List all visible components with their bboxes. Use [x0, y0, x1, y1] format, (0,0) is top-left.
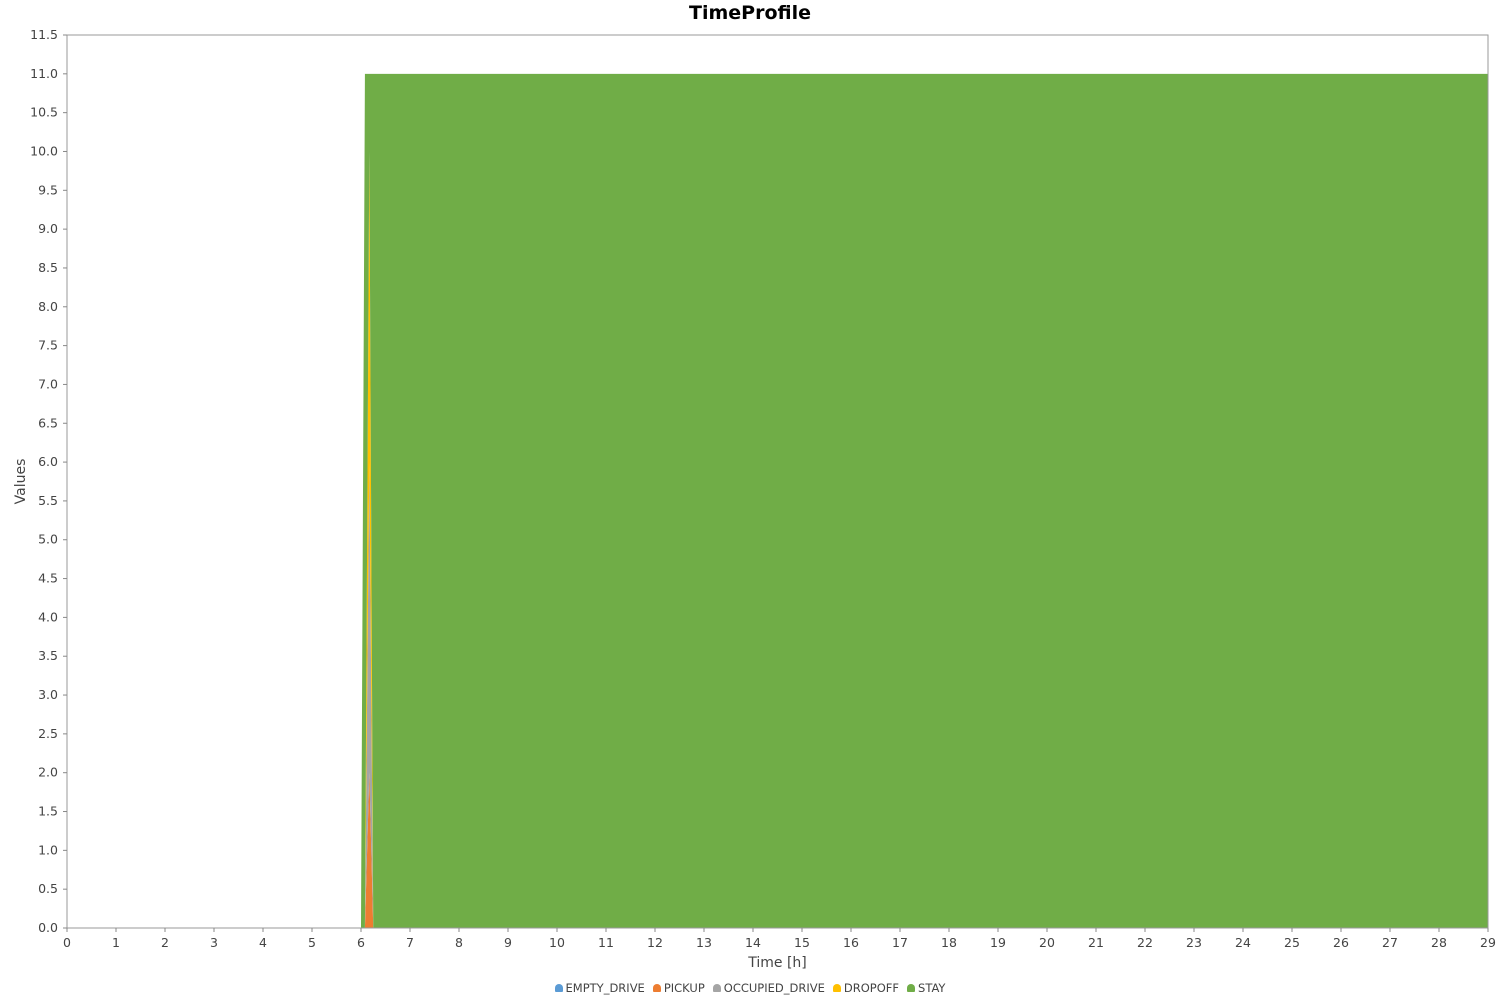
x-tick-label: 22	[1137, 935, 1153, 950]
x-tick-label: 14	[745, 935, 761, 950]
y-tick-label: 6.5	[38, 415, 58, 430]
y-tick-label: 0.5	[38, 881, 58, 896]
x-tick-label: 28	[1431, 935, 1447, 950]
legend: EMPTY_DRIVE PICKUP OCCUPIED_DRIVE DROPOFF ST…	[0, 981, 1500, 995]
x-tick-label: 18	[941, 935, 957, 950]
legend-label: EMPTY_DRIVE	[565, 981, 645, 995]
y-tick-label: 9.0	[38, 221, 58, 236]
y-tick-label: 11.5	[30, 27, 58, 42]
y-tick-label: 10.5	[30, 105, 58, 120]
y-tick-label: 11.0	[30, 66, 58, 81]
y-tick-label: 5.0	[38, 532, 58, 547]
x-tick-label: 5	[308, 935, 316, 950]
x-tick-label: 12	[647, 935, 663, 950]
y-tick-label: 1.0	[38, 842, 58, 857]
legend-label: PICKUP	[663, 981, 705, 995]
x-axis-label: Time [h]	[747, 955, 807, 971]
x-tick-label: 1	[112, 935, 120, 950]
area-series-stay	[67, 73, 1488, 928]
x-tick-label: 16	[843, 935, 859, 950]
legend-item: DROPOFF	[832, 981, 900, 995]
legend-item: EMPTY_DRIVE	[554, 981, 645, 995]
legend-item: OCCUPIED_DRIVE	[712, 981, 825, 995]
x-tick-label: 8	[455, 935, 463, 950]
x-tick-label: 27	[1382, 935, 1398, 950]
y-tick-label: 0.0	[38, 920, 58, 935]
legend-swatch	[554, 984, 563, 992]
x-tick-label: 13	[696, 935, 712, 950]
y-tick-label: 8.0	[38, 299, 58, 314]
plot-border	[66, 34, 1489, 929]
x-tick-label: 11	[598, 935, 614, 950]
legend-label: STAY	[918, 981, 946, 995]
y-axis-label: Values	[13, 459, 29, 505]
y-tick-label: 10.0	[30, 143, 58, 158]
y-tick-label: 5.5	[38, 493, 58, 508]
x-tick-label: 9	[504, 935, 512, 950]
x-tick-label: 10	[549, 935, 565, 950]
x-tick-label: 6	[357, 935, 365, 950]
x-tick-label: 21	[1088, 935, 1104, 950]
x-tick-label: 25	[1284, 935, 1300, 950]
legend-swatch	[712, 984, 721, 992]
legend-item: PICKUP	[652, 981, 705, 995]
x-tick-label: 3	[210, 935, 218, 950]
legend-label: OCCUPIED_DRIVE	[723, 981, 825, 995]
y-tick-label: 4.0	[38, 609, 58, 624]
legend-swatch	[832, 984, 841, 992]
y-tick-label: 2.5	[38, 726, 58, 741]
y-tick-label: 7.0	[38, 376, 58, 391]
y-tick-label: 8.5	[38, 260, 58, 275]
y-tick-label: 6.0	[38, 454, 58, 469]
chart-title: TimeProfile	[689, 2, 811, 24]
y-tick-label: 1.5	[38, 804, 58, 819]
x-tick-label: 19	[990, 935, 1006, 950]
x-tick-label: 15	[794, 935, 810, 950]
y-tick-label: 2.0	[38, 765, 58, 780]
legend-label: DROPOFF	[843, 981, 900, 995]
legend-item: STAY	[907, 981, 945, 995]
y-tick-label: 9.5	[38, 182, 58, 197]
y-tick-label: 3.5	[38, 648, 58, 663]
x-tick-label: 23	[1186, 935, 1202, 950]
legend-swatch	[907, 984, 916, 992]
x-tick-label: 17	[892, 935, 908, 950]
y-tick-label: 4.5	[38, 571, 58, 586]
x-tick-label: 2	[161, 935, 169, 950]
x-tick-label: 0	[63, 935, 71, 950]
x-tick-label: 29	[1480, 935, 1496, 950]
x-tick-label: 24	[1235, 935, 1251, 950]
x-tick-label: 4	[259, 935, 267, 950]
x-tick-label: 26	[1333, 935, 1349, 950]
y-tick-label: 7.5	[38, 338, 58, 353]
legend-swatch	[652, 984, 661, 992]
y-tick-label: 3.0	[38, 687, 58, 702]
x-tick-label: 7	[406, 935, 414, 950]
x-tick-label: 20	[1039, 935, 1055, 950]
